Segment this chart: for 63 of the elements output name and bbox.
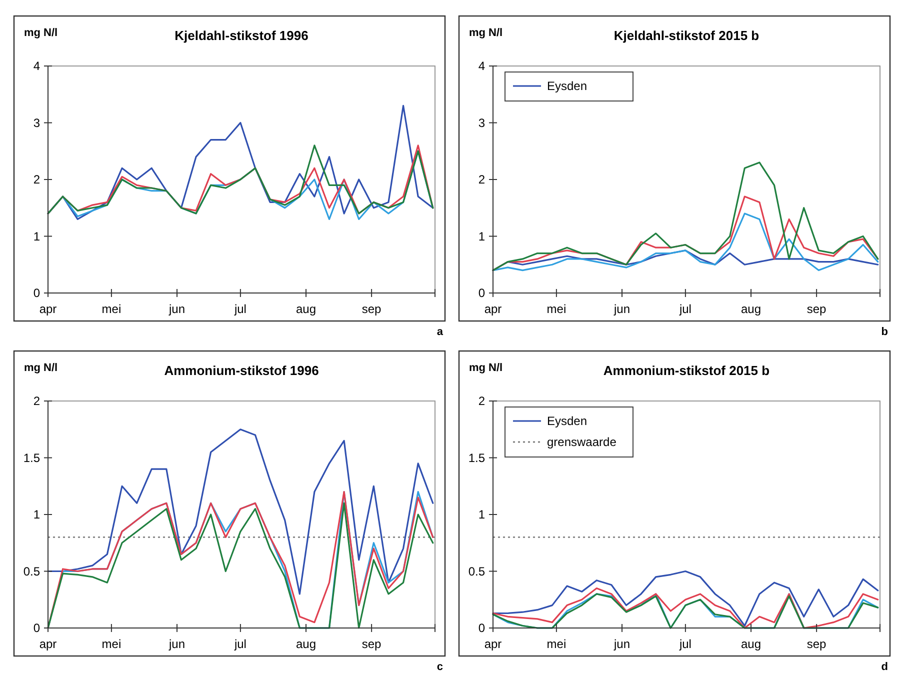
y-tick-label: 2 — [33, 172, 40, 187]
y-axis-title: mg N/l — [24, 362, 58, 374]
y-tick-label: 1 — [478, 508, 486, 522]
text: a — [436, 326, 444, 338]
x-tick-label: mei — [102, 302, 122, 316]
x-tick-label: jun — [612, 637, 630, 651]
x-tick-label: aug — [296, 302, 316, 316]
y-tick-label: 1.5 — [23, 450, 40, 465]
line-series — [47, 428, 434, 595]
x-tick-label: mei — [546, 637, 566, 651]
x-tick-label: jun — [168, 637, 186, 651]
x-tick-label: aug — [296, 637, 316, 651]
x-tick-label: aug — [740, 637, 762, 651]
y-tick-label: 0 — [478, 621, 486, 636]
x-tick-label: sep — [806, 302, 827, 316]
y-tick-label: 4 — [478, 59, 486, 74]
legend-label: grenswaarde — [547, 435, 617, 450]
chart-title: Ammonium-stikstof 2015 b — [603, 363, 770, 378]
text: b — [881, 326, 888, 338]
y-tick-label: 3 — [33, 116, 40, 130]
y-tick-label: 1 — [33, 508, 40, 522]
y-tick-label: 0.5 — [468, 564, 486, 578]
y-tick-label: 0 — [478, 286, 486, 300]
y-tick-label: 4 — [33, 59, 40, 74]
y-axis-title: mg N/l — [469, 362, 503, 374]
y-tick-label: 1 — [33, 229, 40, 244]
y-tick-label: 2 — [33, 394, 40, 408]
x-tick-label: aug — [740, 302, 762, 316]
x-tick-label: sep — [806, 637, 827, 651]
x-tick-label: mei — [102, 637, 122, 651]
y-axis-title: mg N/l — [469, 27, 503, 39]
x-tick-label: mei — [546, 302, 566, 316]
y-tick-label: 2 — [478, 394, 486, 408]
y-tick-label: 1.5 — [468, 450, 486, 465]
x-tick-label: jul — [233, 302, 246, 316]
legend-label: Eysden — [547, 414, 588, 428]
y-tick-label: 0 — [33, 286, 40, 300]
y-tick-label: 2 — [478, 172, 486, 187]
x-tick-label: jul — [678, 637, 692, 651]
x-tick-label: jun — [612, 302, 630, 316]
y-tick-label: 3 — [478, 116, 486, 130]
line-series — [492, 212, 879, 272]
x-tick-label: jul — [678, 302, 692, 316]
x-tick-label: apr — [484, 302, 502, 316]
x-tick-label: sep — [362, 637, 382, 651]
x-tick-label: jul — [233, 637, 246, 651]
x-tick-label: apr — [39, 637, 57, 651]
line-series — [492, 162, 879, 272]
x-tick-label: apr — [484, 637, 502, 651]
x-tick-label: jun — [168, 302, 186, 316]
x-tick-label: apr — [39, 302, 57, 316]
chart-title: Kjeldahl-stikstof 2015 b — [614, 28, 760, 43]
y-tick-label: 1 — [478, 229, 486, 244]
text: c — [436, 661, 443, 673]
y-tick-label: 0.5 — [23, 564, 40, 578]
chart-title: Ammonium-stikstof 1996 — [164, 363, 319, 378]
y-tick-label: 0 — [33, 621, 40, 636]
y-axis-title: mg N/l — [24, 27, 58, 39]
legend-label: Eysden — [547, 79, 588, 94]
x-tick-label: sep — [362, 302, 382, 316]
line-series — [47, 144, 434, 214]
chart-title: Kjeldahl-stikstof 1996 — [174, 28, 308, 43]
text: d — [881, 661, 888, 673]
